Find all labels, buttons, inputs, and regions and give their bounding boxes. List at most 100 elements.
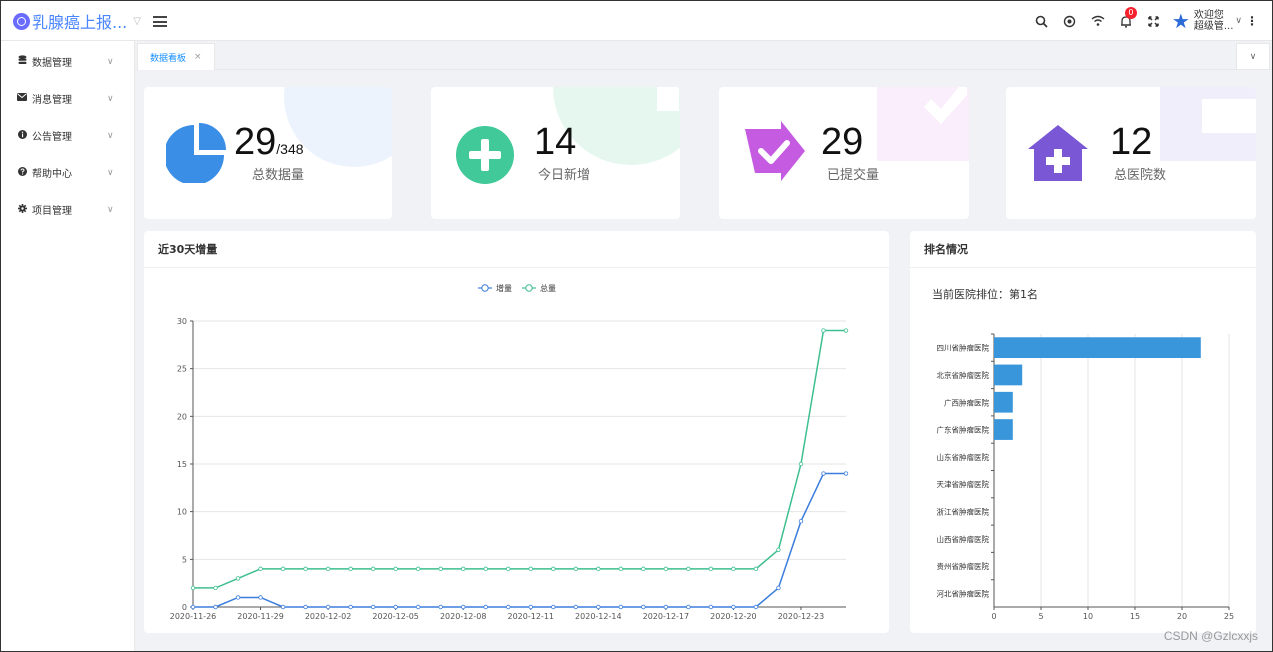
- data-point: [573, 566, 578, 572]
- x-tick-label: 15: [1130, 612, 1140, 621]
- stat-label: 总医院数: [1114, 168, 1167, 183]
- sidebar-item-projects[interactable]: 项目管理 ∨: [1, 191, 134, 228]
- pie-chart-icon: [166, 123, 226, 183]
- chevron-down-icon: ∨: [107, 93, 114, 104]
- data-point: [551, 566, 556, 572]
- close-icon[interactable]: ×: [194, 52, 202, 62]
- y-tick-label: 30: [177, 317, 187, 326]
- welcome-text: 欢迎您: [1193, 10, 1224, 21]
- stat-value: 12: [1110, 121, 1153, 163]
- x-tick-label: 2020-12-17: [643, 612, 690, 621]
- data-point: [686, 604, 691, 610]
- chevron-down-icon[interactable]: ▽: [133, 15, 141, 27]
- stat-value: 29: [821, 121, 864, 163]
- wifi-icon[interactable]: [1084, 9, 1112, 33]
- sidebar-item-data[interactable]: 数据管理 ∨: [1, 43, 134, 80]
- chevron-down-icon: ∨: [107, 56, 114, 67]
- data-point: [596, 566, 601, 572]
- data-point: [731, 566, 736, 572]
- watermark: CSDN @Gzlcxxjs: [1163, 629, 1258, 643]
- data-point: [258, 566, 263, 572]
- data-point: [753, 604, 759, 610]
- app-title: 乳腺癌上报...: [32, 13, 128, 32]
- y-tick-label: 15: [177, 460, 187, 469]
- legend-marker: [525, 284, 533, 292]
- card-decoration: [284, 87, 392, 167]
- y-tick-label: 贵州省肿瘤医院: [937, 561, 990, 571]
- x-tick-label: 2020-12-14: [575, 612, 622, 621]
- sidebar-item-label: 公告管理: [32, 132, 72, 143]
- sidebar-item-help[interactable]: 帮助中心 ∨: [1, 154, 134, 191]
- card-decoration: [553, 87, 680, 165]
- legend-label: 增量: [496, 283, 512, 293]
- menu-toggle-icon[interactable]: [153, 16, 167, 27]
- bell-icon[interactable]: 0: [1112, 7, 1140, 33]
- notification-badge: 0: [1124, 7, 1137, 19]
- tab-label: 数据看板: [150, 53, 187, 64]
- stat-card-hospitals: 12 总医院数: [1006, 87, 1256, 219]
- data-point: [843, 471, 849, 476]
- x-tick-label: 10: [1083, 612, 1093, 621]
- stat-card-total-data: 29/348 总数据量: [144, 87, 392, 219]
- info-icon: [17, 129, 27, 142]
- avatar[interactable]: ★: [1171, 9, 1190, 33]
- panel-title: 排名情况: [924, 243, 968, 256]
- stat-card-submitted: 29 已提交量: [719, 87, 969, 219]
- sidebar-item-announcements[interactable]: 公告管理 ∨: [1, 117, 134, 154]
- tab-dropdown[interactable]: ∨: [1236, 43, 1270, 70]
- x-tick-label: 25: [1224, 612, 1234, 621]
- chevron-down-icon[interactable]: ∨: [1235, 16, 1242, 26]
- question-icon: [17, 166, 27, 179]
- sidebar-item-label: 帮助中心: [32, 169, 72, 180]
- divider: [910, 267, 1256, 268]
- search-icon[interactable]: [1028, 9, 1056, 33]
- data-point: [303, 604, 308, 610]
- divider: [144, 267, 889, 268]
- trend-panel: 近30天增量 0 5 10 15 20 25 30 2020-11-26 2020-11-29 2…: [144, 231, 889, 633]
- data-point: [641, 604, 646, 610]
- data-point: [325, 566, 331, 572]
- data-point: [348, 604, 353, 610]
- target-icon[interactable]: [1056, 9, 1084, 33]
- plus-circle-icon: [456, 126, 514, 184]
- sidebar-item-label: 消息管理: [32, 95, 72, 106]
- fullscreen-icon[interactable]: [1140, 9, 1168, 33]
- x-tick-label: 2020-12-08: [440, 612, 487, 621]
- y-tick-label: 浙江省肿瘤医院: [937, 506, 990, 516]
- user-welcome[interactable]: 欢迎您 超级管...: [1194, 10, 1234, 32]
- data-point: [461, 566, 466, 572]
- bar: [994, 364, 1023, 386]
- sidebar: 数据管理 ∨ 消息管理 ∨ 公告管理 ∨ 帮助中心 ∨ 项目管理 ∨: [1, 41, 135, 651]
- gear-icon: [17, 203, 27, 216]
- database-icon: [17, 55, 27, 68]
- y-tick-label: 天津省肿瘤医院: [937, 479, 990, 489]
- data-point: [303, 566, 308, 572]
- x-tick-label: 2020-11-29: [237, 612, 284, 621]
- data-point: [506, 566, 511, 572]
- x-tick-label: 2020-11-26: [170, 612, 217, 621]
- data-point: [190, 604, 196, 610]
- data-point: [776, 585, 781, 591]
- y-tick-label: 四川省肿瘤医院: [937, 343, 990, 353]
- sidebar-item-messages[interactable]: 消息管理 ∨: [1, 80, 134, 117]
- data-point: [821, 471, 826, 476]
- x-tick-label: 2020-12-23: [778, 612, 825, 621]
- x-tick-label: 2020-12-11: [508, 612, 555, 621]
- x-tick-label: 5: [1038, 612, 1043, 621]
- data-point: [235, 576, 241, 581]
- data-point: [506, 604, 511, 610]
- legend-label: 总量: [540, 283, 556, 293]
- y-tick-label: 广西肿瘤医院: [944, 397, 989, 407]
- tab-dashboard[interactable]: 数据看板 ×: [137, 43, 215, 70]
- data-point: [483, 566, 488, 572]
- app-logo[interactable]: 乳腺癌上报... ▽: [13, 9, 141, 33]
- chevron-down-icon: ∨: [107, 167, 114, 178]
- data-point: [258, 595, 263, 600]
- data-point: [821, 328, 826, 333]
- card-decoration: [1160, 87, 1256, 161]
- more-icon[interactable]: ⋮: [1246, 14, 1258, 28]
- x-tick-label: 0: [991, 612, 996, 621]
- bar: [994, 391, 1013, 413]
- data-point: [235, 595, 241, 600]
- data-point: [641, 566, 646, 572]
